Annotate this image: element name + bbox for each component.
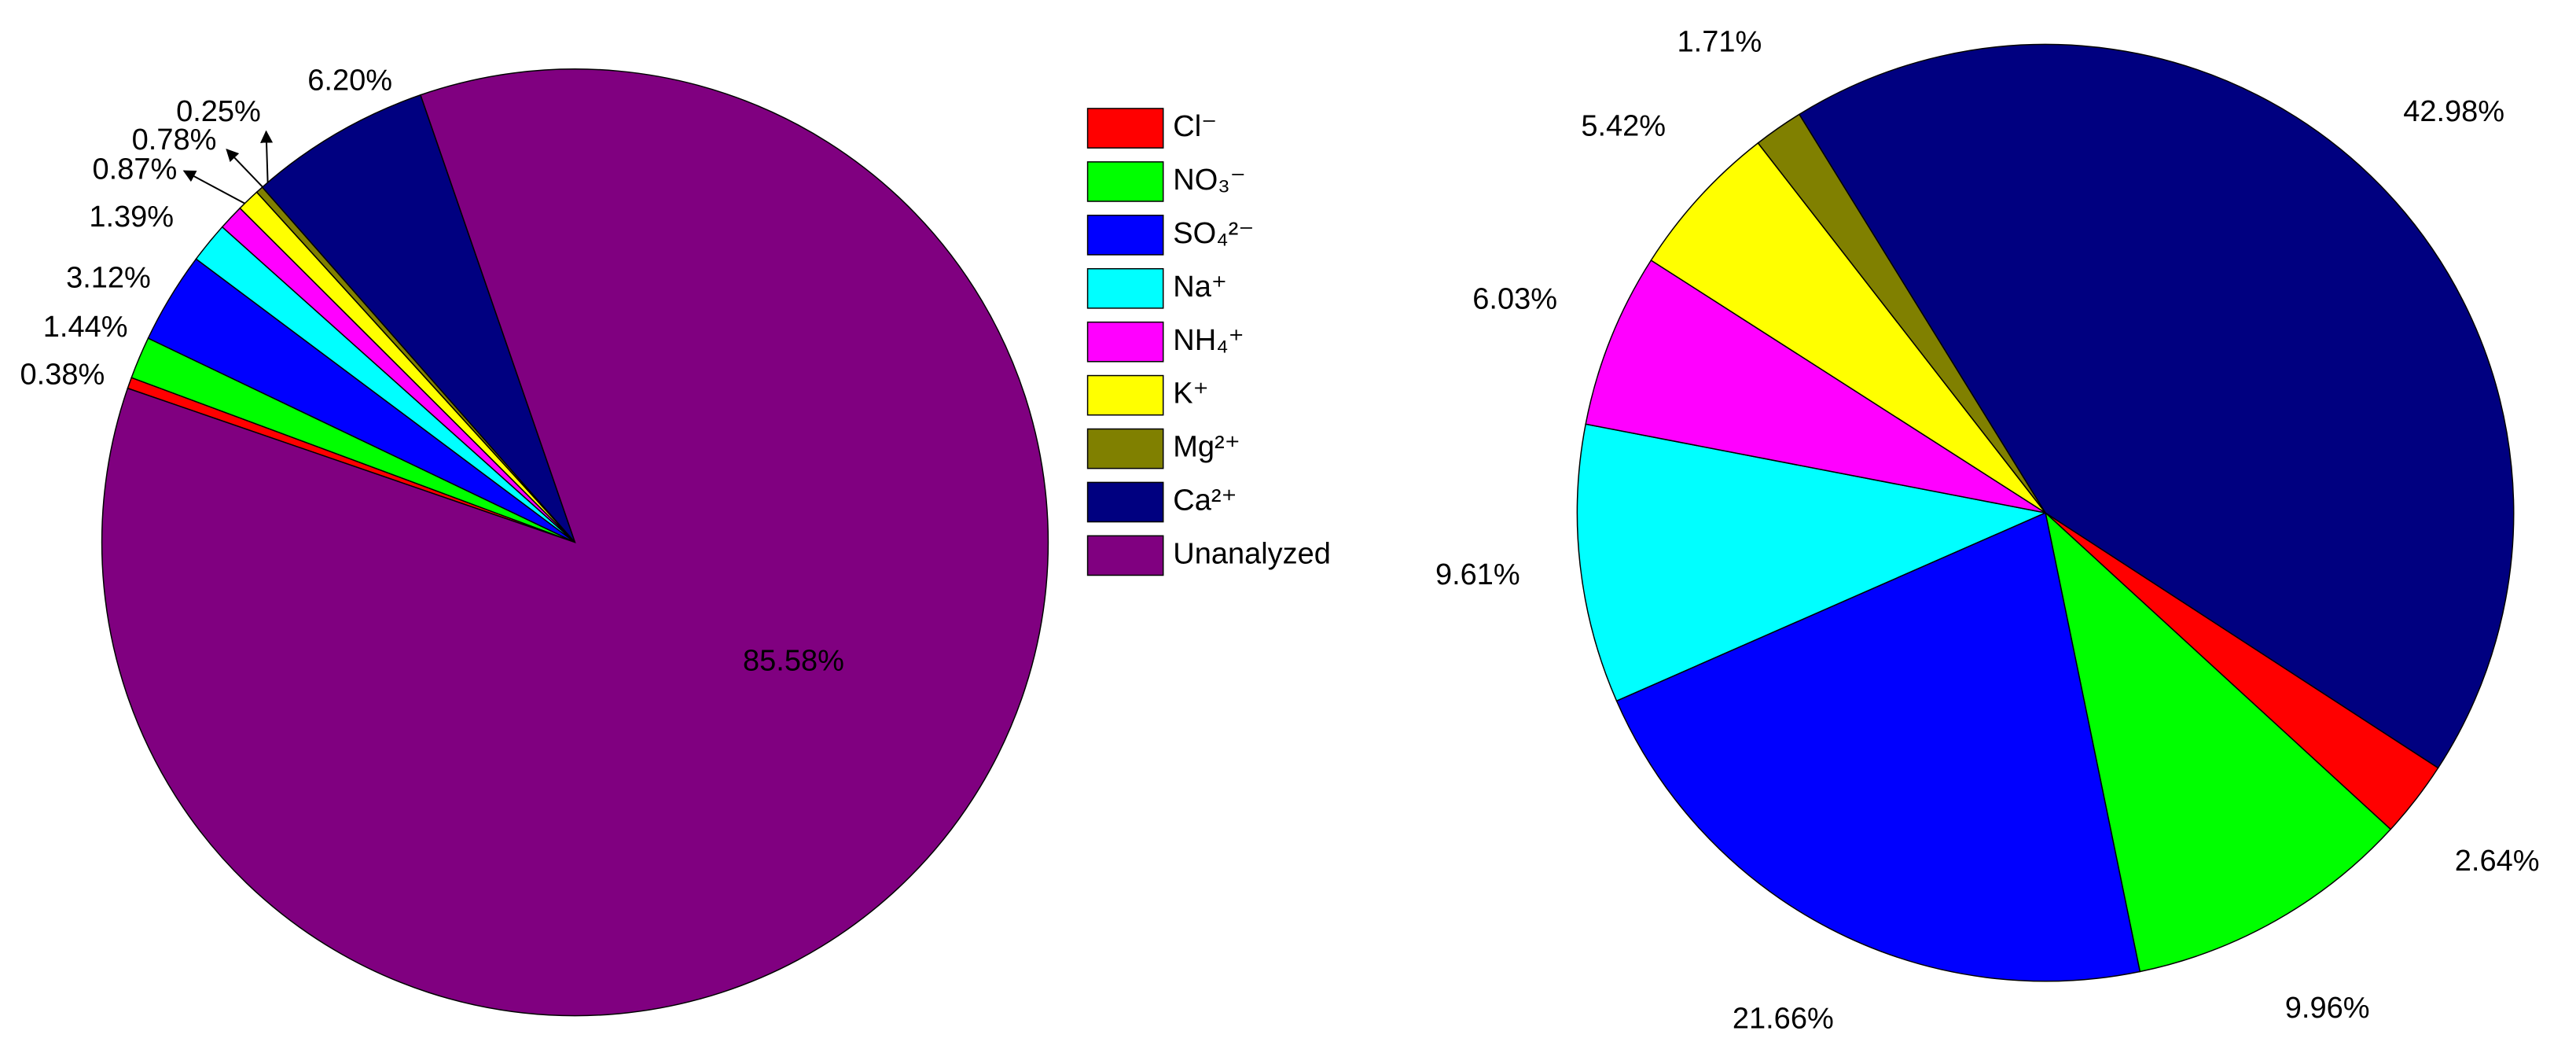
legend-swatch	[1086, 374, 1164, 416]
pie-slice	[2044, 510, 2392, 973]
slice-label: 6.20%	[307, 64, 392, 98]
legend-swatch	[1086, 215, 1164, 256]
leader-arrow	[182, 170, 255, 210]
slice-label: 9.96%	[2285, 992, 2370, 1025]
slice-label: 5.42%	[1581, 109, 1666, 142]
legend-label: NO₃⁻	[1173, 164, 1246, 197]
pie-slice	[101, 68, 1049, 1017]
slice-label: 21.66%	[1733, 1003, 1834, 1036]
legend-swatch	[1086, 481, 1164, 523]
pie-slice	[1798, 43, 2515, 769]
legend-swatch	[1086, 535, 1164, 576]
legend-label: Na⁺	[1173, 271, 1227, 304]
legend-label: SO₄²⁻	[1173, 217, 1254, 250]
legend-label: Unanalyzed	[1173, 537, 1331, 570]
legend-swatch	[1086, 428, 1164, 469]
legend-swatch	[1086, 321, 1164, 363]
leader-arrow	[226, 149, 267, 192]
legend-label: Cl⁻	[1173, 110, 1217, 143]
legend-label: K⁺	[1173, 377, 1208, 411]
legend-label: Mg²⁺	[1173, 431, 1240, 464]
pie-slice	[1585, 259, 2046, 514]
slice-label: 3.12%	[66, 261, 151, 294]
pie-slice	[1576, 423, 2048, 702]
slice-label: 42.98%	[2403, 95, 2504, 128]
legend-swatch	[1086, 267, 1164, 309]
slice-label: 85.58%	[743, 644, 844, 677]
slice-label: 2.64%	[2455, 845, 2540, 878]
slice-label: 9.61%	[1435, 558, 1520, 591]
leader-arrow	[260, 130, 274, 185]
pie-slice	[1615, 512, 2141, 982]
slice-label: 1.44%	[43, 311, 128, 344]
slice-label: 0.38%	[20, 359, 105, 392]
slice-label: 0.87%	[93, 153, 178, 186]
legend-label: Ca²⁺	[1173, 484, 1237, 517]
slice-label: 0.25%	[176, 95, 261, 128]
legend-swatch	[1086, 108, 1164, 149]
slice-label: 1.39%	[89, 201, 174, 234]
slice-label: 6.03%	[1472, 283, 1557, 316]
pie-slice	[261, 94, 576, 543]
pie-slice	[1650, 142, 2046, 514]
legend-swatch	[1086, 161, 1164, 202]
slice-label: 1.71%	[1678, 25, 1762, 58]
slice-label: 0.78%	[132, 123, 217, 156]
legend-label: NH₄⁺	[1173, 324, 1244, 357]
